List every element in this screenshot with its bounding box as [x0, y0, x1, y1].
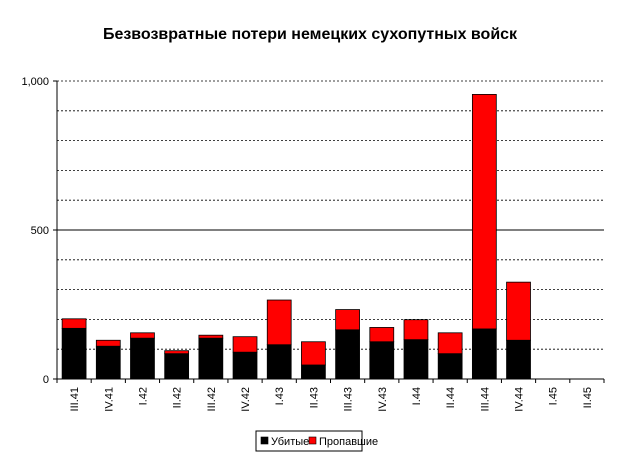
- x-axis-ticks: III.41 IV.41 I.42 II.42 III.42 IV.42 I.43 II.43…: [56, 379, 605, 412]
- x-tick-label-III.44: III.44: [479, 387, 491, 411]
- y-axis-ticks: 0 500 1,000: [21, 76, 57, 386]
- legend-swatch-killed: [260, 436, 269, 445]
- bar-killed-IV.43: [369, 341, 395, 380]
- bar-killed-II.44: [437, 353, 463, 380]
- x-tick-label-I.43: I.43: [274, 387, 286, 405]
- x-tick-label-IV.41: IV.41: [103, 387, 115, 412]
- bar-missing-III.44: [471, 94, 497, 330]
- legend-swatch-missing: [308, 436, 317, 445]
- bar-missing-I.42: [130, 332, 155, 339]
- x-tick-label-IV.44: IV.44: [514, 387, 526, 412]
- legend-label-missing: Пропавшие: [319, 436, 378, 448]
- y-tick-label-500: 500: [31, 225, 49, 237]
- bar-killed-II.42: [164, 353, 190, 380]
- bar-missing-III.42: [198, 334, 224, 339]
- y-tick-label-0: 0: [43, 374, 49, 386]
- x-tick-label-II.44: II.44: [445, 387, 457, 408]
- chart-title: Безвозвратные потери немецких сухопутных…: [103, 26, 518, 43]
- bar-killed-II.43: [301, 364, 326, 380]
- bar-killed-IV.44: [506, 339, 531, 380]
- x-tick-label-III.43: III.43: [343, 387, 355, 411]
- bar-missing-III.41: [61, 318, 87, 329]
- bar-missing-III.43: [335, 309, 360, 331]
- bar-killed-I.42: [130, 337, 155, 380]
- bar-missing-IV.44: [506, 281, 531, 341]
- bar-killed-IV.42: [232, 351, 258, 380]
- legend-label-killed: Убитые: [271, 436, 309, 448]
- x-tick-label-I.44: I.44: [411, 387, 423, 405]
- x-tick-label-III.41: III.41: [69, 387, 81, 411]
- bar-killed-III.41: [61, 327, 87, 380]
- bar-killed-III.43: [335, 329, 360, 380]
- bar-missing-I.44: [403, 319, 429, 341]
- legend: Убитые Пропавшие: [255, 430, 378, 452]
- y-tick-label-1000: 1,000: [21, 76, 49, 88]
- x-tick-label-IV.43: IV.43: [377, 387, 389, 412]
- gridlines: [57, 80, 604, 350]
- bar-missing-IV.41: [95, 339, 121, 347]
- bar-missing-II.43: [301, 341, 326, 366]
- bar-missing-II.42: [164, 350, 190, 355]
- x-tick-label-II.45: II.45: [582, 387, 594, 408]
- bar-killed-I.44: [403, 339, 429, 380]
- bar-missing-I.43: [266, 299, 292, 346]
- bar-killed-I.43: [266, 344, 292, 380]
- bar-missing-IV.42: [232, 336, 258, 353]
- x-tick-label-III.42: III.42: [206, 387, 218, 411]
- bars: [61, 94, 531, 380]
- x-tick-label-I.42: I.42: [137, 387, 149, 405]
- bar-killed-III.42: [198, 337, 224, 380]
- x-tick-label-IV.42: IV.42: [240, 387, 252, 412]
- x-tick-label-II.43: II.43: [308, 387, 320, 408]
- x-tick-label-II.42: II.42: [172, 387, 184, 408]
- bar-missing-II.44: [437, 332, 463, 355]
- bar-killed-III.44: [471, 328, 497, 380]
- bar-missing-IV.43: [369, 327, 395, 343]
- bar-killed-IV.41: [95, 345, 121, 380]
- x-tick-label-I.45: I.45: [548, 387, 560, 405]
